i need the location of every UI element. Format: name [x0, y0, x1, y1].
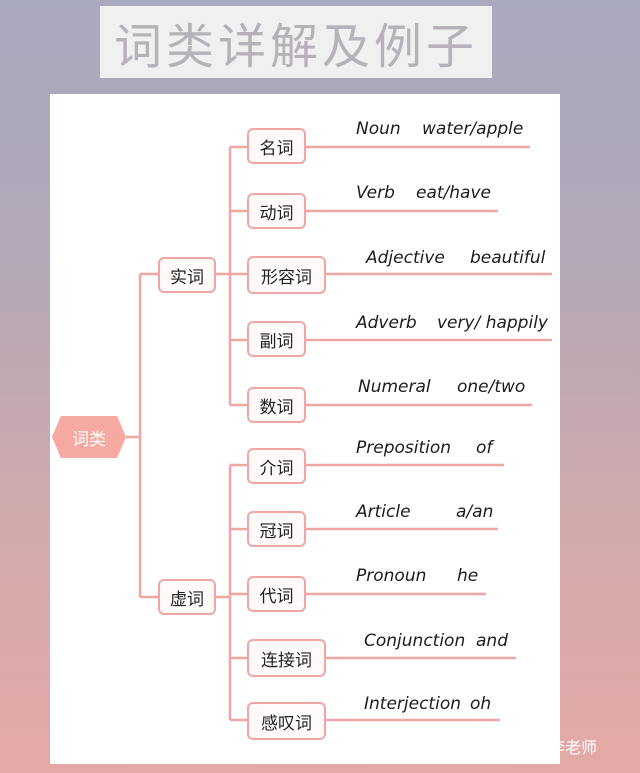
label-en-adverb: Adverb [356, 313, 417, 333]
label-en-article: Article [356, 502, 411, 522]
item-node-interjection: 感叹词 [247, 702, 326, 740]
label-en-preposition: Preposition [356, 438, 452, 458]
item-node-conjunction: 连接词 [247, 639, 326, 677]
label-example-article: a/an [456, 502, 494, 522]
label-example-preposition: of [476, 438, 493, 458]
label-example-conjunction: and [476, 631, 508, 651]
item-node-preposition: 介词 [247, 448, 306, 484]
label-en-verb: Verb [356, 183, 395, 203]
item-node-noun: 名词 [247, 128, 306, 164]
label-example-pronoun: he [457, 566, 479, 586]
label-example-verb: eat/have [416, 183, 491, 203]
label-en-interjection: Interjection [364, 694, 461, 714]
item-node-pronoun: 代词 [247, 576, 306, 612]
watermark: 知乎 @学大教育李老师 [432, 738, 598, 757]
label-en-numeral: Numeral [358, 377, 431, 397]
group-node-function-words: 虚词 [158, 579, 216, 615]
title-box: 词类详解及例子 [100, 6, 492, 78]
label-example-adjective: beautiful [470, 248, 546, 268]
label-example-adverb: very/ happily [437, 313, 548, 333]
label-example-interjection: oh [470, 694, 492, 714]
root-node: 词类 [52, 416, 126, 458]
item-node-verb: 动词 [247, 193, 306, 229]
item-node-adjective: 形容词 [247, 256, 326, 294]
label-example-noun: water/apple [422, 119, 524, 139]
label-en-noun: Noun [356, 119, 401, 139]
item-node-adverb: 副词 [247, 321, 306, 357]
label-en-conjunction: Conjunction [364, 631, 466, 651]
label-en-adjective: Adjective [366, 248, 445, 268]
group-node-content-words: 实词 [158, 257, 216, 293]
item-node-numeral: 数词 [247, 387, 306, 423]
item-node-article: 冠词 [247, 511, 306, 547]
page-title: 词类详解及例子 [113, 19, 478, 75]
label-example-numeral: one/two [457, 377, 526, 397]
label-en-pronoun: Pronoun [356, 566, 427, 586]
